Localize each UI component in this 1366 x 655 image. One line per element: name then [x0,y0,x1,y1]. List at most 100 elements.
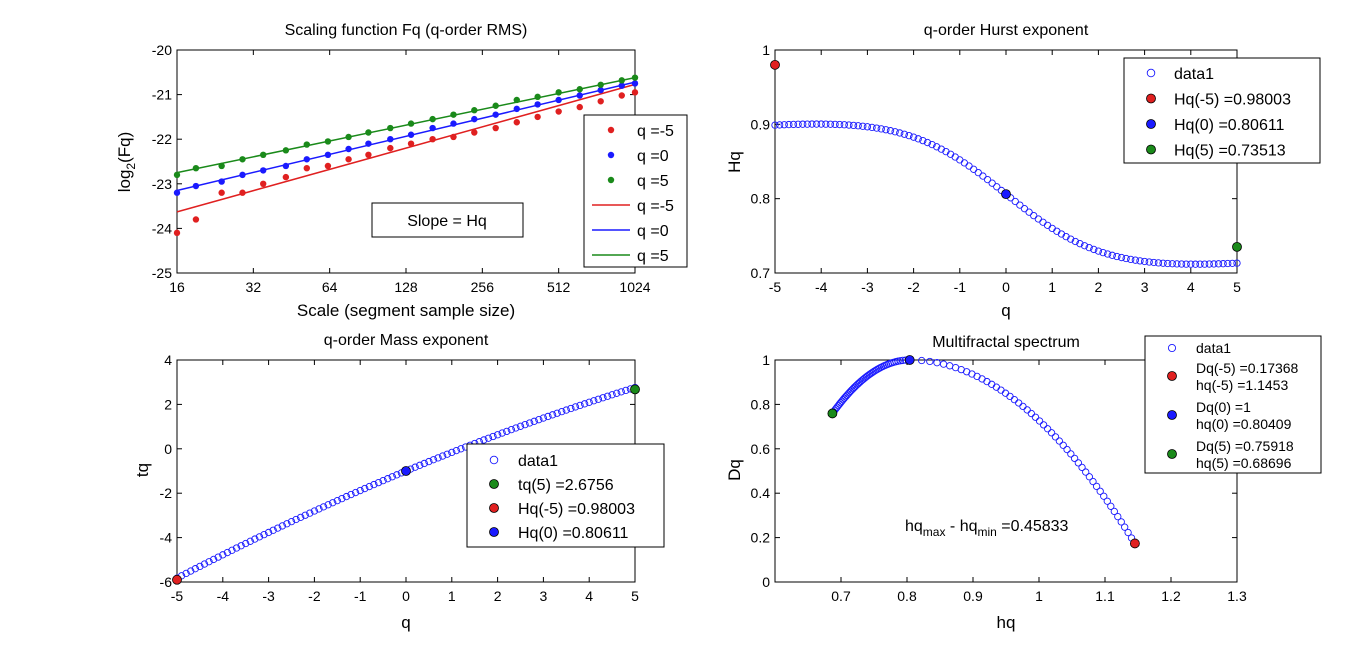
panel1-data-point [282,162,290,170]
panel1-xtick-label: 32 [246,279,262,295]
panel3-data-point [228,546,236,554]
panel1-data-point [534,93,541,101]
panel3-data-point [420,459,428,468]
panel4-data-point [1067,450,1075,458]
panel4-title: Multifractal spectrum [932,334,1080,351]
panel3-xtick-label: -4 [217,588,230,604]
panel1-data-point [513,105,520,113]
panel1-legend-label: q =0 [637,223,669,240]
panel3-data-point [347,490,355,499]
panel3-data-point [516,422,525,430]
panel3-xtick-label: -2 [308,588,321,604]
panel2-data-point [1025,208,1033,216]
panel1-data-point [492,111,499,118]
panel3-data-point [503,427,511,435]
panel3-data-point [187,567,195,575]
panel1-data-point [471,129,478,136]
panel3-data-point [603,392,612,400]
panel2-data-point [826,120,835,128]
panel4-legend-label: hq(5) =0.68696 [1196,455,1292,471]
panel1-data-point [239,171,246,179]
panel2-data-point [780,121,788,129]
panel3-data-point [429,456,438,464]
panel3-data-point [535,416,543,424]
panel1-data-point [218,162,225,170]
panel2-ytick-label: 0.8 [751,191,771,207]
panel2-data-point [1122,254,1130,263]
panel3-legend-box [466,443,665,548]
panel4-ylabel: Dq [725,459,744,481]
panel4-ytick-label: 0.8 [751,396,771,412]
panel2-data-point [1113,252,1121,261]
panel3-data-point [580,400,589,408]
panel2-data-point [840,121,848,129]
panel2-ytick-label: 0.9 [751,116,771,132]
panel3-data-point [457,445,465,453]
panel2-xtick-label: 4 [1187,279,1195,295]
panel2-xtick-label: 0 [1002,279,1010,295]
panel3-data-point [297,513,305,522]
panel2-xtick-label: 2 [1095,279,1103,295]
panel1-data-point [365,129,372,136]
panel1-data-point [597,86,604,94]
panel3-legend-marker [489,503,499,513]
panel4-highlight-point [827,408,838,419]
panel1-data-point [576,92,583,99]
panel4-legend-label: Dq(0) =1 [1196,399,1251,415]
panel3-data-point [443,450,451,458]
panel3-data-point [594,395,603,403]
panel3-data-point [205,558,213,566]
panel3-data-point [351,488,360,497]
panel1-data-point [260,151,267,159]
panel2-data-point [905,131,913,140]
panel2-data-point [859,122,867,130]
panel2-data-point [1154,259,1163,267]
panel2-data-point [1210,260,1218,268]
panel3-data-point [585,398,593,406]
panel2-legend-label: data1 [1174,66,1214,83]
panel4-data-point [850,383,859,392]
panel3-data-point [333,497,341,505]
panel1-data-point [471,107,478,114]
panel2-data-point [1011,197,1019,206]
panel2-xtick-label: -2 [907,279,920,295]
panel2-data-point [1196,260,1204,268]
panel2-data-point [1085,243,1093,252]
panel1-data-point [407,131,415,138]
panel4-legend-label: data1 [1196,340,1231,356]
panel4-data-point [1078,463,1086,472]
panel2-data-point [1016,201,1024,209]
panel1-data-point [387,144,394,152]
panel1-xtick-label: 64 [322,279,338,295]
panel2-data-point [1067,235,1075,243]
panel4-data-point [1085,473,1094,481]
panel1-data-point [534,101,541,108]
panel3-data-point [393,471,401,479]
panel3-data-point [255,533,264,541]
panel3-ytick-label: 4 [164,352,172,368]
panel4-data-point [1047,429,1056,437]
panel2-data-point [799,120,807,128]
width-annotation-sub1: max [923,525,946,539]
panel4-legend-marker [1167,410,1177,420]
panel1-legend-label: q =5 [637,173,669,190]
panel4-xtick-label: 1.1 [1095,588,1115,604]
panel3-data-point [544,412,552,421]
panel2-data-point [896,129,904,137]
panel4-ytick-label: 0.4 [751,485,771,501]
panel2-legend-label: Hq(5) =0.73513 [1174,143,1286,160]
panel2-legend-marker [1146,93,1156,104]
panel4-data-point [848,386,856,394]
panel3-data-point [356,486,364,495]
panel3-xtick-label: 1 [448,588,456,604]
panel3-data-point [374,478,383,487]
panel2-data-point [1150,258,1158,267]
panel4-data-point [1059,441,1067,449]
panel1-data-point [387,124,394,132]
panel4-data [827,355,1140,549]
panel2-data-point [1020,205,1029,213]
panel1-data-point [218,178,225,185]
panel2-data-point [1205,260,1213,268]
panel2-data-point [923,138,932,147]
